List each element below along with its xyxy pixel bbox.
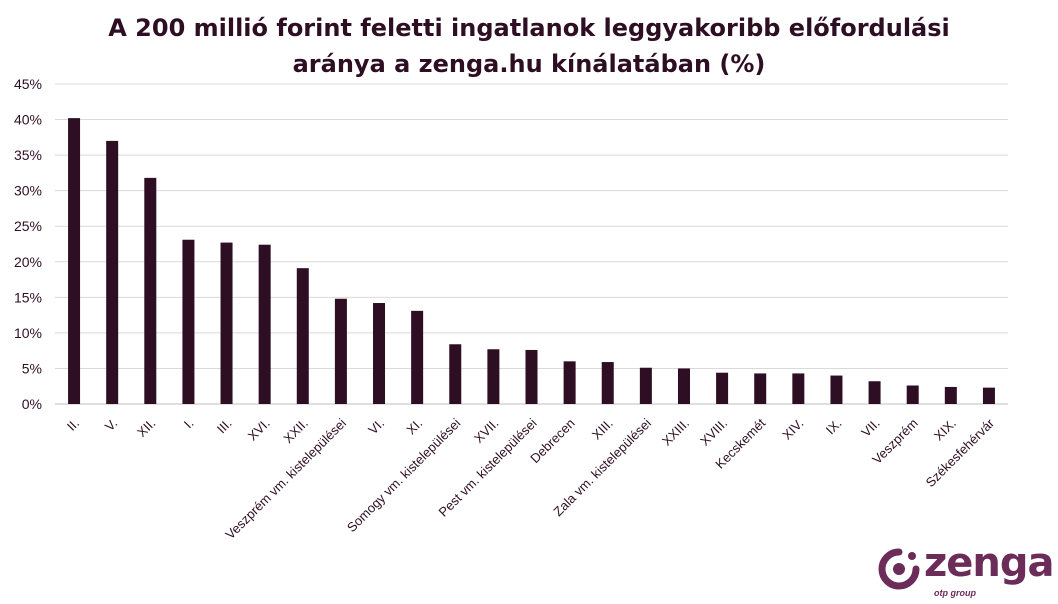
x-tick-label: XVII. xyxy=(471,416,502,447)
x-tick-label: VI. xyxy=(365,416,387,438)
bar xyxy=(563,361,576,404)
bar xyxy=(868,381,881,404)
y-tick-label: 40% xyxy=(14,112,42,128)
chart-title: A 200 millió forint feletti ingatlanok l… xyxy=(0,10,1058,82)
x-tick-label: I. xyxy=(181,416,197,432)
y-tick-label: 0% xyxy=(22,396,42,412)
bar xyxy=(182,239,195,404)
x-axis: II. V. XII. I. III. XVI. XXII.Veszprém vm. kis… xyxy=(64,415,998,542)
bar xyxy=(944,386,957,404)
y-axis: 0% 5% 10% 15% 20% 25% 30% 35% 40% 45% xyxy=(14,76,42,412)
bar xyxy=(258,244,271,404)
y-tick-label: 15% xyxy=(14,289,42,305)
y-tick-label: 45% xyxy=(14,76,42,92)
bar xyxy=(373,303,386,404)
bar xyxy=(106,140,119,404)
bar xyxy=(601,362,614,404)
x-tick-label: V. xyxy=(102,416,120,434)
x-tick-label: XXIII. xyxy=(659,416,692,449)
bar xyxy=(792,373,805,404)
bar xyxy=(639,367,652,404)
y-tick-label: 10% xyxy=(14,325,42,341)
y-tick-label: 30% xyxy=(14,183,42,199)
x-tick-label: Székesfehérvár xyxy=(923,415,998,490)
y-tick-label: 20% xyxy=(14,254,42,270)
bar xyxy=(525,349,538,404)
y-tick-label: 35% xyxy=(14,147,42,163)
x-tick-label: IX. xyxy=(823,416,845,438)
x-tick-label: XVIII. xyxy=(697,416,730,449)
bar xyxy=(830,375,843,404)
chart-title-line-2: aránya a zenga.hu kínálatában (%) xyxy=(292,50,766,78)
zenga-logo-wordmark: zenga xyxy=(924,540,1055,586)
x-tick-label: XIII. xyxy=(589,416,616,443)
x-tick-label: XVI. xyxy=(245,416,273,444)
bar xyxy=(982,387,995,404)
zenga-logo-subtitle: otp group xyxy=(934,588,976,598)
x-tick-label: XII. xyxy=(134,416,158,440)
bar xyxy=(68,118,81,404)
bar xyxy=(334,298,347,404)
x-tick-label: XIX. xyxy=(931,416,959,444)
bar xyxy=(411,310,424,404)
x-tick-label: XXII. xyxy=(280,416,311,447)
y-tick-label: 25% xyxy=(14,218,42,234)
bars xyxy=(68,118,995,404)
x-tick-label: XI. xyxy=(403,416,425,438)
zenga-logo: zenga otp group xyxy=(878,540,1058,602)
bar xyxy=(677,368,690,404)
x-tick-label: XIV. xyxy=(779,416,806,443)
y-tick-label: 5% xyxy=(22,360,42,376)
x-tick-label: VII. xyxy=(858,416,882,440)
chart-title-line-1: A 200 millió forint feletti ingatlanok l… xyxy=(108,14,950,42)
bar xyxy=(449,344,462,404)
bar xyxy=(906,385,919,404)
bar xyxy=(716,372,729,404)
bar xyxy=(144,177,157,404)
bar xyxy=(754,373,767,404)
bar xyxy=(296,268,309,404)
x-tick-label: II. xyxy=(64,416,82,434)
zenga-logo-icon xyxy=(878,548,920,590)
bar xyxy=(220,242,233,404)
gridlines xyxy=(55,83,1008,405)
x-tick-label: III. xyxy=(214,416,235,437)
bar xyxy=(487,349,500,404)
